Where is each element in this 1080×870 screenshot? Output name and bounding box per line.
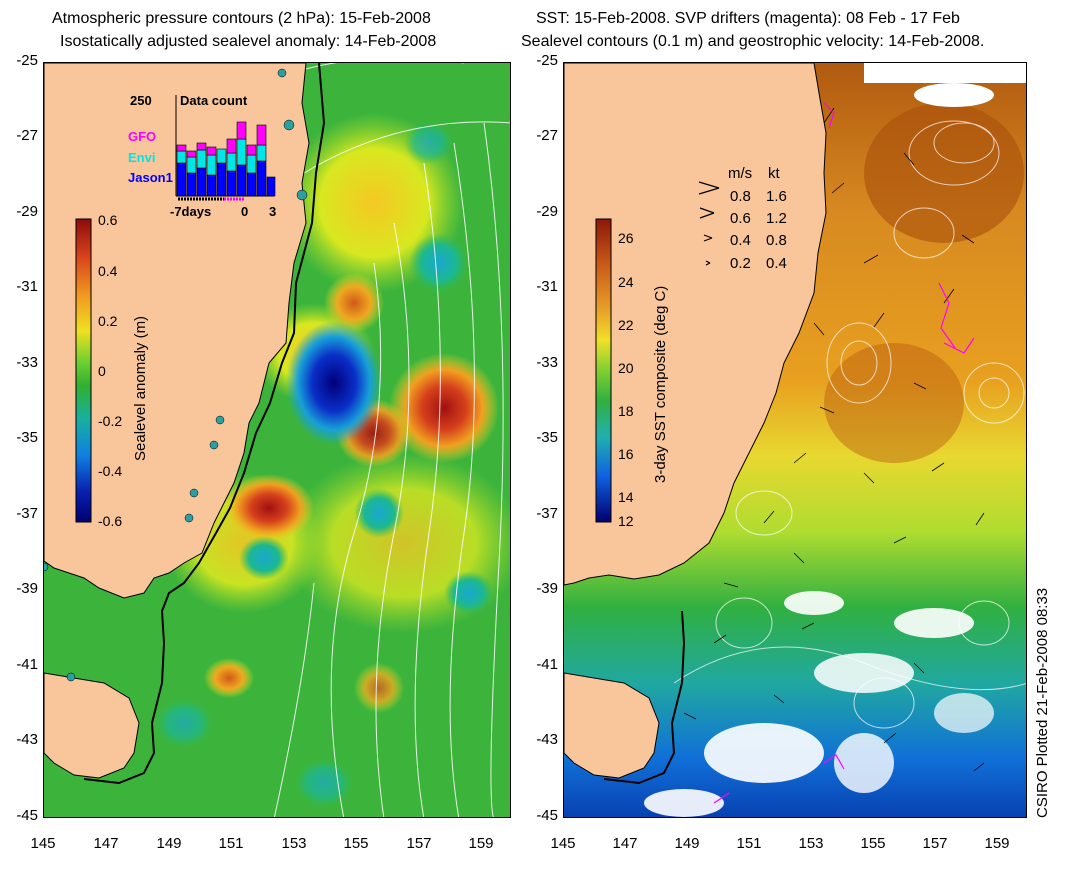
left-cbar-label-1: 0.4 [98,263,118,279]
data-count-title: Data count [180,93,248,108]
right-cbar-label-6: 14 [618,489,634,505]
right-y-tick-label: -37 [536,505,558,522]
sealevel-anomaly-map: 0.6 0.4 0.2 0 -0.2 -0.4 -0.6 Sealevel an… [43,62,511,818]
left-x-tick-label: 149 [156,835,182,852]
left-y-tick-label: -31 [16,278,38,295]
left-x-tick-label: 159 [468,835,494,852]
left-cbar-label-6: -0.6 [98,513,123,529]
right-x-tick-label: 147 [612,835,638,852]
left-cbar-label-3: 0 [98,363,106,379]
left-y-tick-label: -43 [16,731,38,748]
legend-envi: Envi [128,150,156,165]
left-cbar-label-4: -0.2 [98,413,123,429]
right-y-tick-label: -27 [536,127,558,144]
right-title-line2: Sealevel contours (0.1 m) and geostrophi… [521,33,985,50]
data-count-inset [175,95,276,201]
right-y-tick-label: -45 [536,807,558,824]
right-y-tick-label: -39 [536,580,558,597]
left-x-tick-label: 147 [93,835,119,852]
right-x-tick-label: 151 [736,835,762,852]
velocity-row-0-ms: 0.8 [730,188,751,205]
right-x-tick-label: 157 [922,835,948,852]
sst-map-graphic [564,63,1026,817]
left-x-tick-label: 155 [343,835,369,852]
data-count-x-end: 3 [269,204,277,219]
right-y-tick-label: -33 [536,354,558,371]
right-cbar-label-5: 16 [618,446,634,462]
left-x-tick-label: 157 [406,835,432,852]
right-cbar-label-1: 24 [618,274,634,290]
left-y-tick-label: -41 [16,656,38,673]
left-cbar-label-0: 0.6 [98,212,118,228]
left-y-tick-label: -35 [16,429,38,446]
data-count-x-start: -7days [170,204,212,219]
right-cbar-title: 3-day SST composite (deg C) [652,285,669,483]
data-count-x-zero: 0 [241,204,249,219]
left-y-tick-label: -39 [16,580,38,597]
sealevel-anomaly-map-graphic [44,63,510,817]
sst-map: 26 24 22 20 18 16 14 12 3-day SST compos… [563,62,1027,818]
legend-gfo: GFO [128,129,157,144]
velocity-header-ms: m/s [728,165,753,182]
left-y-tick-label: -33 [16,354,38,371]
velocity-row-2-ms: 0.4 [730,232,751,249]
right-cbar-label-3: 20 [618,360,634,376]
velocity-row-3-kt: 0.4 [766,255,787,272]
legend-jason1: Jason1 [128,170,173,185]
right-y-tick-label: -35 [536,429,558,446]
right-cbar-label-4: 18 [618,403,634,419]
right-x-tick-label: 155 [860,835,886,852]
velocity-row-0-kt: 1.6 [766,188,787,205]
left-y-tick-label: -37 [16,505,38,522]
right-x-tick-label: 145 [550,835,576,852]
right-cbar-label-2: 22 [618,317,634,333]
left-title-line1: Atmospheric pressure contours (2 hPa): 1… [52,10,431,27]
left-y-tick-label: -29 [16,203,38,220]
plot-credit: CSIRO Plotted 21-Feb-2008 08:33 [1034,587,1051,818]
left-y-tick-label: -27 [16,127,38,144]
right-y-tick-label: -29 [536,203,558,220]
right-y-tick-label: -43 [536,731,558,748]
right-y-tick-label: -41 [536,656,558,673]
velocity-row-2-kt: 0.8 [766,232,787,249]
left-title-line2: Isostatically adjusted sealevel anomaly:… [60,33,437,50]
left-y-tick-label: -45 [16,807,38,824]
right-cbar-label-7: 12 [618,513,634,529]
left-x-tick-label: 151 [218,835,244,852]
right-cbar-label-0: 26 [618,230,634,246]
right-x-tick-label: 149 [674,835,700,852]
left-cbar-title: Sealevel anomaly (m) [132,315,149,461]
right-x-tick-label: 159 [984,835,1010,852]
right-title-line1: SST: 15-Feb-2008. SVP drifters (magenta)… [536,10,960,27]
velocity-row-3-ms: 0.2 [730,255,751,272]
right-y-tick-label: -31 [536,278,558,295]
left-y-tick-label: -25 [16,52,38,69]
data-count-max: 250 [130,93,152,108]
velocity-row-1-kt: 1.2 [766,210,787,227]
left-cbar-label-5: -0.4 [98,463,123,479]
right-y-tick-label: -25 [536,52,558,69]
right-x-tick-label: 153 [798,835,824,852]
velocity-row-1-ms: 0.6 [730,210,751,227]
left-x-tick-label: 145 [30,835,56,852]
left-x-tick-label: 153 [281,835,307,852]
velocity-header-kt: kt [768,165,780,182]
left-cbar-label-2: 0.2 [98,313,118,329]
